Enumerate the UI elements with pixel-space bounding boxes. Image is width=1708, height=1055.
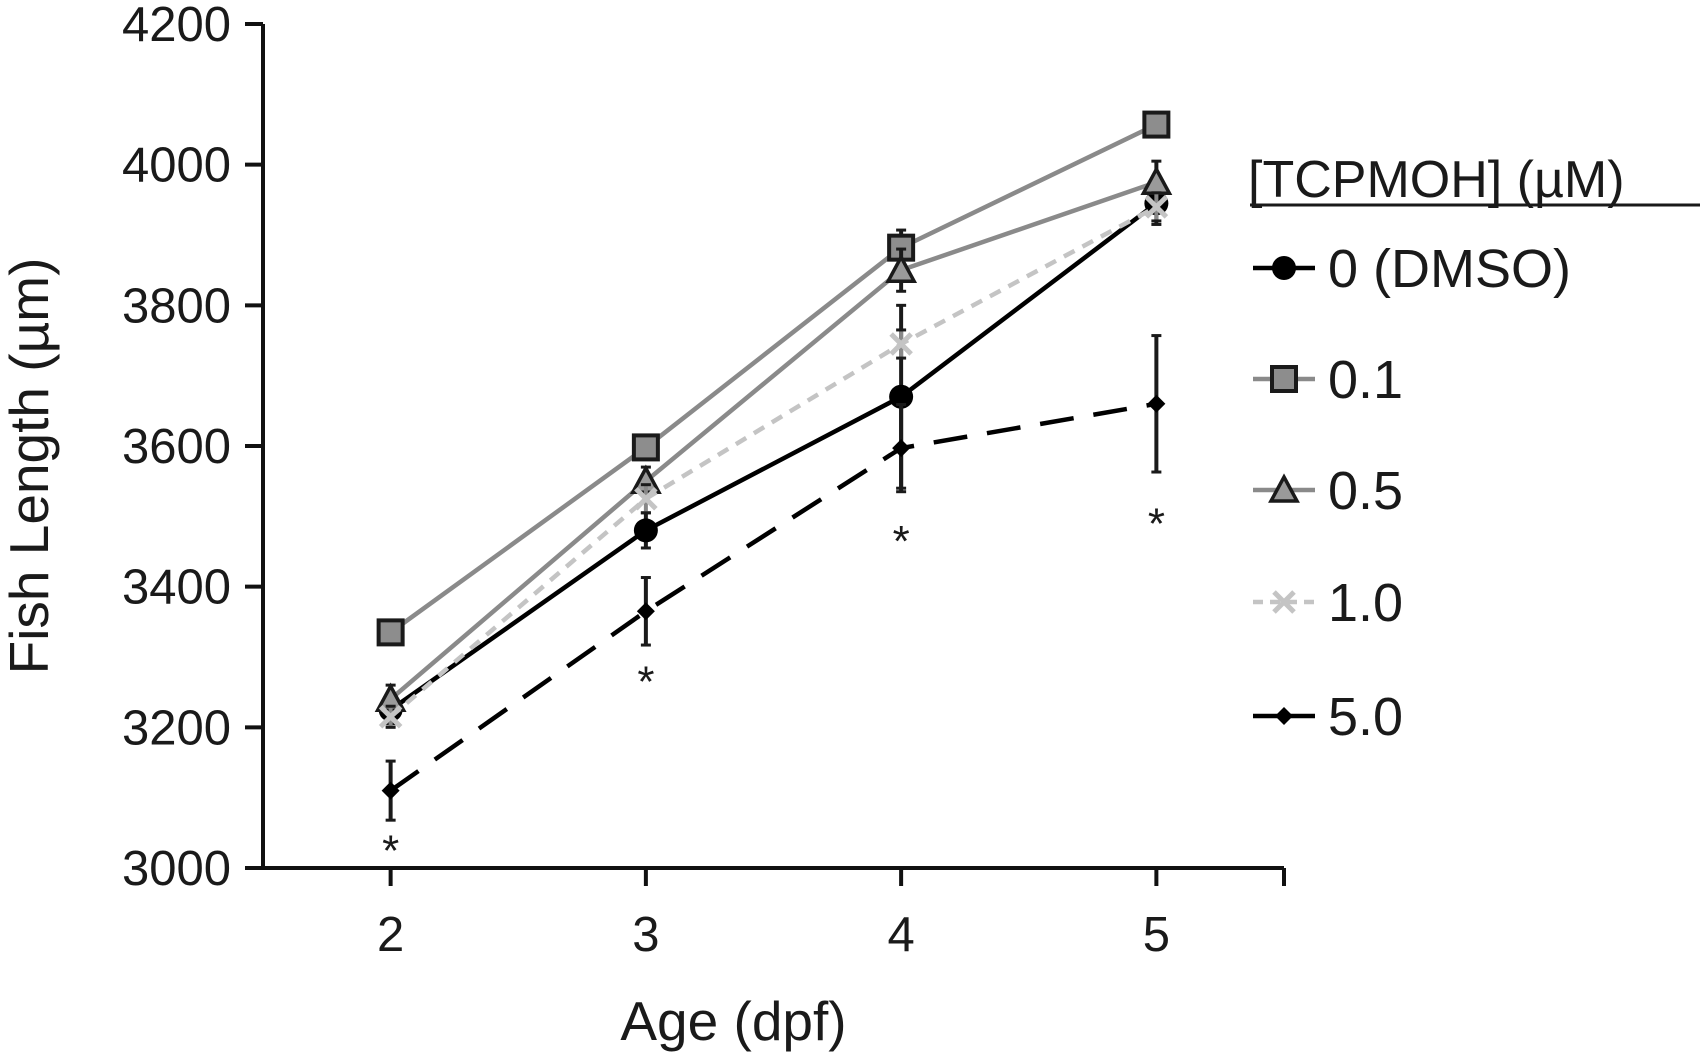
x-marker-stroke xyxy=(889,332,913,356)
y-tick-label: 4200 xyxy=(122,0,231,52)
series-line xyxy=(389,122,1158,635)
legend: [TCPMOH] (µM) 0 (DMSO) 0.1 0.5 1.0 5.0 xyxy=(1248,151,1700,747)
series-line xyxy=(389,180,1158,701)
legend-item: 0.1 xyxy=(1253,350,1403,410)
data-point xyxy=(889,384,914,409)
y-tick-label: 3800 xyxy=(122,279,231,333)
y-tick-label: 3400 xyxy=(122,561,231,615)
legend-label: 0.1 xyxy=(1328,350,1403,410)
y-tick-label: 3200 xyxy=(122,701,231,755)
y-axis-ticks: 3000 3200 3400 3600 3800 4000 4200 xyxy=(122,0,263,896)
x-tick-label: 2 xyxy=(377,908,404,962)
series-line xyxy=(389,201,1158,712)
significance-marker: * xyxy=(1148,499,1165,548)
y-tick-label: 3600 xyxy=(122,420,231,474)
significance-marker: * xyxy=(893,517,910,566)
x-tick-label: 5 xyxy=(1143,908,1170,962)
legend-item: 0.5 xyxy=(1253,461,1403,521)
series-0-5 xyxy=(374,159,1173,715)
data-point xyxy=(633,518,658,543)
legend-item: 1.0 xyxy=(1253,573,1403,633)
data-point xyxy=(636,602,655,621)
legend-marker xyxy=(1272,590,1296,614)
legend-title: [TCPMOH] (µM) xyxy=(1248,151,1625,209)
significance-annotations: * * * * xyxy=(382,499,1165,875)
series-line xyxy=(389,204,1158,719)
data-point xyxy=(634,486,658,511)
legend-label: 1.0 xyxy=(1328,573,1403,633)
x-axis-label: Age (dpf) xyxy=(620,990,846,1052)
data-point xyxy=(1147,394,1166,413)
legend-label: 0 (DMSO) xyxy=(1328,239,1571,299)
data-point xyxy=(1140,165,1173,196)
legend-marker xyxy=(1268,473,1300,503)
data-point xyxy=(885,253,918,283)
series-1-0 xyxy=(378,191,1169,729)
x-marker-stroke xyxy=(1272,590,1296,614)
y-axis-label: Fish Length (µm) xyxy=(0,258,60,675)
legend-label: 5.0 xyxy=(1328,687,1403,747)
x-axis-ticks: 2 3 4 5 xyxy=(377,868,1286,962)
legend-item: 5.0 xyxy=(1253,687,1403,747)
x-marker-stroke xyxy=(378,705,403,729)
data-point xyxy=(378,705,403,729)
legend-item: 0 (DMSO) xyxy=(1253,239,1571,299)
x-tick-label: 4 xyxy=(887,908,914,962)
data-point xyxy=(631,433,660,462)
legend-label: 0.5 xyxy=(1328,461,1403,521)
series-5-0 xyxy=(381,334,1166,822)
significance-marker: * xyxy=(637,658,654,707)
legend-marker xyxy=(1270,365,1298,393)
x-marker-stroke xyxy=(1144,195,1169,219)
legend-marker xyxy=(1272,256,1296,280)
data-point xyxy=(376,618,405,647)
data-point xyxy=(1142,110,1171,139)
x-marker-stroke xyxy=(634,486,658,511)
data-point xyxy=(1144,195,1169,219)
series-0-1 xyxy=(376,110,1171,647)
data-point xyxy=(889,332,913,356)
x-tick-label: 3 xyxy=(632,908,659,962)
significance-marker: * xyxy=(382,826,399,875)
data-point xyxy=(892,439,911,458)
series-layer xyxy=(374,110,1173,822)
legend-marker xyxy=(1275,707,1293,725)
axes xyxy=(261,24,1284,870)
series-line xyxy=(389,401,1157,793)
data-point xyxy=(381,781,400,800)
legend-items: 0 (DMSO) 0.1 0.5 1.0 5.0 xyxy=(1253,239,1571,747)
y-tick-label: 3000 xyxy=(122,842,231,896)
y-tick-label: 4000 xyxy=(122,139,231,193)
